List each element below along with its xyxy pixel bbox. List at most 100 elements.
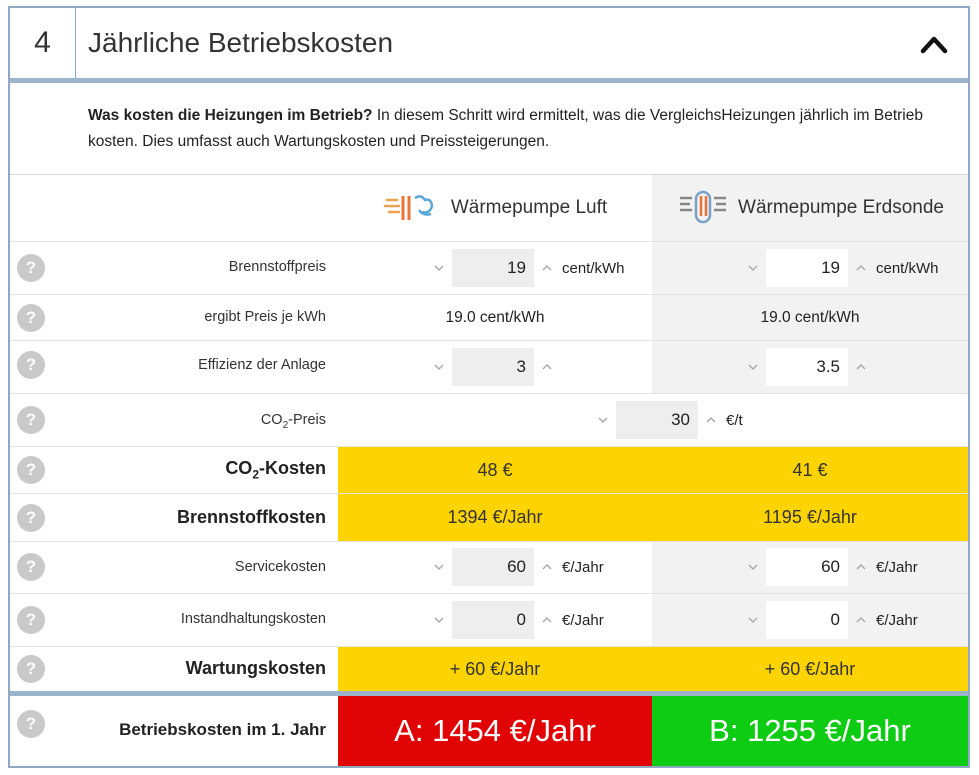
chevron-up-icon[interactable]	[704, 413, 718, 427]
chevron-up-icon[interactable]	[540, 261, 554, 275]
co2-kosten-a: 48 €	[338, 447, 652, 493]
row-label: CO2-Kosten	[225, 458, 326, 482]
divider	[10, 593, 968, 594]
help-icon[interactable]: ?	[17, 406, 45, 434]
row-label: CO2-Preis	[260, 412, 326, 431]
step-number: 4	[10, 8, 76, 78]
wartungskosten-a: + 60 €/Jahr	[338, 647, 652, 691]
help-icon[interactable]: ?	[17, 710, 45, 738]
chevron-down-icon[interactable]	[746, 560, 760, 574]
servicekosten-b-input[interactable]: 60	[766, 548, 848, 586]
instandhaltung-b-stepper[interactable]: 0 €/Jahr	[746, 601, 918, 639]
divider	[10, 393, 968, 394]
chevron-down-icon[interactable]	[746, 261, 760, 275]
effizienz-b-input[interactable]: 3.5	[766, 348, 848, 386]
chevron-up-icon[interactable]	[540, 360, 554, 374]
intro-text: Was kosten die Heizungen im Betrieb? In …	[88, 103, 948, 155]
row-label: ergibt Preis je kWh	[204, 309, 326, 325]
chevron-up-icon[interactable]	[540, 613, 554, 627]
instandhaltung-a-input[interactable]: 0	[452, 601, 534, 639]
heat-pump-air-icon	[383, 195, 434, 220]
help-icon[interactable]: ?	[17, 304, 45, 332]
chevron-up-icon[interactable]	[920, 34, 948, 54]
brennstoffpreis-b-input[interactable]: 19	[766, 249, 848, 287]
divider	[10, 241, 968, 242]
wartungskosten-b: + 60 €/Jahr	[652, 647, 968, 691]
brennstoffpreis-a-stepper[interactable]: 19 cent/kWh	[432, 249, 625, 287]
brennstoffkosten-b: 1195 €/Jahr	[652, 494, 968, 541]
chevron-down-icon[interactable]	[596, 413, 610, 427]
chevron-up-icon[interactable]	[540, 560, 554, 574]
column-b-name: Wärmepumpe Erdsonde	[738, 197, 944, 218]
effizienz-a-stepper[interactable]: 3	[432, 348, 554, 386]
intro-body: In diesem Schritt wird ermittelt, was di…	[88, 107, 923, 150]
column-a-header: Wärmepumpe Luft	[338, 175, 652, 241]
unit-label: cent/kWh	[562, 259, 625, 277]
section-header[interactable]: 4 Jährliche Betriebskosten	[10, 8, 968, 78]
column-b-header: Wärmepumpe Erdsonde	[652, 175, 968, 241]
section-title: Jährliche Betriebskosten	[88, 27, 394, 58]
total-b: B: 1255 €/Jahr	[652, 696, 968, 766]
row-brennstoffkosten: ? Brennstoffkosten 1394 €/Jahr 1195 €/Ja…	[10, 494, 968, 541]
servicekosten-a-stepper[interactable]: 60 €/Jahr	[432, 548, 604, 586]
intro-bold: Was kosten die Heizungen im Betrieb?	[88, 107, 373, 124]
chevron-up-icon[interactable]	[854, 360, 868, 374]
help-icon[interactable]: ?	[17, 456, 45, 484]
chevron-up-icon[interactable]	[854, 261, 868, 275]
help-icon[interactable]: ?	[17, 254, 45, 282]
column-a-cell: 0 €/Jahr	[338, 594, 652, 646]
row-co2-preis: ? CO2-Preis 30 €/t	[10, 394, 968, 446]
help-icon[interactable]: ?	[17, 351, 45, 379]
divider	[10, 541, 968, 542]
preis-je-kwh-b: 19.0 cent/kWh	[652, 295, 968, 340]
co2-preis-input[interactable]: 30	[616, 401, 698, 439]
column-b-cell: 19 cent/kWh	[652, 242, 968, 294]
help-icon[interactable]: ?	[17, 553, 45, 581]
operating-costs-card: 4 Jährliche Betriebskosten Was kosten di…	[8, 6, 970, 768]
unit-label: €/Jahr	[562, 558, 604, 576]
divider	[10, 446, 968, 447]
unit-label: cent/kWh	[876, 259, 939, 277]
column-a-cell: 60 €/Jahr	[338, 542, 652, 593]
row-label: Brennstoffpreis	[228, 259, 326, 275]
row-brennstoffpreis: ? Brennstoffpreis 19 cent/kWh 19 cent/kW…	[10, 242, 968, 294]
divider	[10, 646, 968, 647]
brennstoffpreis-b-stepper[interactable]: 19 cent/kWh	[746, 249, 939, 287]
column-b-cell: 60 €/Jahr	[652, 542, 968, 593]
help-icon[interactable]: ?	[17, 655, 45, 683]
chevron-down-icon[interactable]	[432, 360, 446, 374]
chevron-down-icon[interactable]	[432, 560, 446, 574]
help-icon[interactable]: ?	[17, 504, 45, 532]
chevron-down-icon[interactable]	[746, 613, 760, 627]
divider	[10, 493, 968, 494]
chevron-down-icon[interactable]	[432, 613, 446, 627]
unit-label: €/Jahr	[876, 558, 918, 576]
servicekosten-b-stepper[interactable]: 60 €/Jahr	[746, 548, 918, 586]
column-a-cell: 19 cent/kWh	[338, 242, 652, 294]
brennstoffpreis-a-input[interactable]: 19	[452, 249, 534, 287]
effizienz-a-input[interactable]: 3	[452, 348, 534, 386]
column-b-cell: 0 €/Jahr	[652, 594, 968, 646]
instandhaltung-b-input[interactable]: 0	[766, 601, 848, 639]
column-a-name: Wärmepumpe Luft	[450, 197, 608, 218]
row-wartungskosten: ? Wartungskosten + 60 €/Jahr + 60 €/Jahr	[10, 647, 968, 691]
intro-divider	[10, 174, 968, 175]
instandhaltung-a-stepper[interactable]: 0 €/Jahr	[432, 601, 604, 639]
column-a-cell: 3	[338, 341, 652, 393]
chevron-down-icon[interactable]	[432, 261, 446, 275]
co2-preis-stepper[interactable]: 30 €/t	[596, 401, 743, 439]
column-header-row: Wärmepumpe Luft Wärmepumpe Erdsonde	[10, 175, 968, 241]
chevron-down-icon[interactable]	[746, 360, 760, 374]
unit-label: €/Jahr	[562, 611, 604, 629]
header-divider	[10, 78, 968, 83]
help-icon[interactable]: ?	[17, 606, 45, 634]
row-totals: ? Betriebskosten im 1. Jahr	[10, 696, 968, 766]
row-preis-je-kwh: ? ergibt Preis je kWh 19.0 cent/kWh 19.0…	[10, 295, 968, 340]
column-b-cell: 3.5	[652, 341, 968, 393]
effizienz-b-stepper[interactable]: 3.5	[746, 348, 868, 386]
servicekosten-a-input[interactable]: 60	[452, 548, 534, 586]
unit-label: €/t	[726, 411, 743, 429]
chevron-up-icon[interactable]	[854, 613, 868, 627]
chevron-up-icon[interactable]	[854, 560, 868, 574]
brennstoffkosten-a: 1394 €/Jahr	[338, 494, 652, 541]
